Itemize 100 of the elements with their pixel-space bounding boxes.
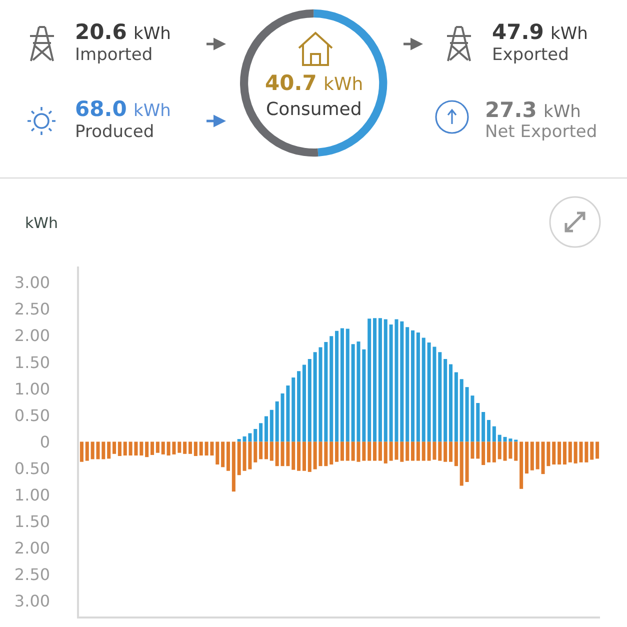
bar <box>378 318 382 442</box>
bar <box>194 442 198 456</box>
bar <box>254 428 258 442</box>
bar <box>292 378 296 442</box>
y-tick-label: 1.00 <box>14 485 50 504</box>
bar <box>340 442 344 461</box>
bar <box>275 401 279 442</box>
bar <box>422 338 426 442</box>
bar <box>524 442 528 474</box>
y-tick-label: 2.50 <box>14 564 50 584</box>
bar <box>330 336 334 442</box>
bar <box>406 327 410 442</box>
bar <box>156 442 160 453</box>
bar <box>118 442 122 456</box>
bar <box>259 423 263 442</box>
bar <box>150 442 154 455</box>
bar <box>454 372 458 442</box>
bar <box>568 442 572 462</box>
bar <box>486 420 491 442</box>
bar <box>552 442 556 464</box>
y-tick-label: 1.50 <box>14 512 50 531</box>
bar <box>498 442 502 460</box>
bar <box>438 352 442 442</box>
bar <box>482 412 486 442</box>
bar <box>237 439 241 442</box>
bar <box>302 442 306 471</box>
bar <box>590 442 594 460</box>
bar <box>373 442 377 461</box>
bar <box>340 328 344 442</box>
bar <box>384 319 388 442</box>
bar <box>498 434 502 442</box>
bar <box>536 442 540 470</box>
bar <box>368 442 372 461</box>
bar <box>335 330 339 442</box>
bar <box>259 442 263 460</box>
bar <box>161 442 165 454</box>
y-tick-label: 1.50 <box>14 352 50 372</box>
text: Net Exported <box>485 122 598 142</box>
bar <box>454 442 458 466</box>
bar <box>406 442 410 461</box>
y-axis-title: kWh <box>25 214 58 232</box>
bar <box>178 442 182 453</box>
bar <box>438 442 442 461</box>
bar <box>416 332 420 442</box>
bar <box>476 402 480 442</box>
bar <box>460 379 464 442</box>
bar <box>448 442 453 462</box>
y-tick-label: 3.00 <box>14 273 50 292</box>
bar <box>232 442 236 492</box>
bar <box>297 371 301 442</box>
bar <box>384 442 388 464</box>
bar <box>411 330 415 442</box>
bar <box>346 328 350 442</box>
bar <box>183 442 187 454</box>
bar <box>482 442 486 466</box>
bar <box>492 442 496 462</box>
text: 68.0 kWh <box>75 97 171 121</box>
bar <box>237 442 241 476</box>
bar <box>373 318 377 442</box>
bar <box>275 442 279 466</box>
y-tick-label: 0.50 <box>14 406 50 425</box>
bar <box>308 442 312 472</box>
text: 47.9 kWh <box>492 20 588 44</box>
bar <box>226 442 230 471</box>
text: Consumed <box>266 99 362 120</box>
bar <box>486 442 491 462</box>
y-tick-label: 1.00 <box>14 379 50 398</box>
bar <box>302 364 306 442</box>
bar <box>422 442 426 461</box>
bar <box>270 442 274 461</box>
bar <box>476 442 480 459</box>
bar <box>558 442 562 464</box>
text: Imported <box>75 45 153 65</box>
bar <box>199 442 203 456</box>
bar <box>530 442 534 470</box>
bar <box>562 442 566 464</box>
bar <box>264 442 268 460</box>
bar <box>270 410 274 442</box>
y-tick-label: 0.50 <box>14 458 50 478</box>
bar <box>292 442 296 470</box>
bar <box>368 318 372 442</box>
bar <box>112 442 116 454</box>
text: 20.6 kWh <box>75 20 171 44</box>
bar <box>596 442 600 459</box>
text: Produced <box>75 122 154 142</box>
bar <box>335 442 339 462</box>
bar <box>123 442 127 456</box>
bar <box>80 442 84 462</box>
bar <box>221 442 225 468</box>
bar <box>85 442 89 461</box>
bar <box>444 358 448 442</box>
bar <box>264 416 268 442</box>
bar <box>520 442 524 489</box>
bar <box>444 442 448 462</box>
text: 27.3 kWh <box>485 98 581 122</box>
bar <box>188 442 192 454</box>
bar <box>514 442 518 461</box>
bar <box>145 442 149 458</box>
bar <box>416 442 420 461</box>
bar <box>254 442 258 462</box>
